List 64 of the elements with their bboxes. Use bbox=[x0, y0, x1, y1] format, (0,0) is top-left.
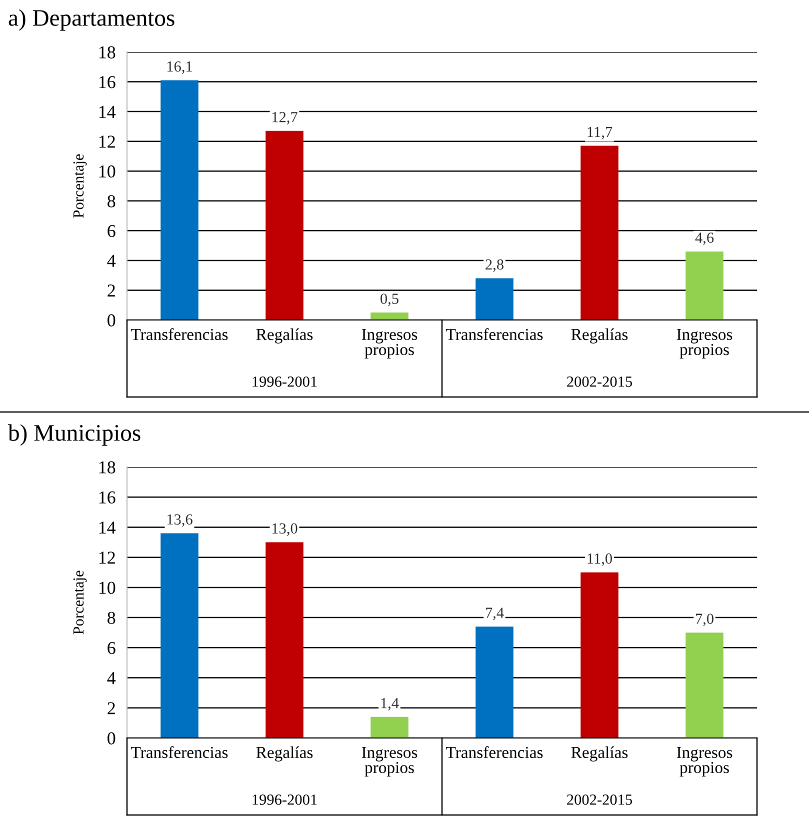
x-tick-label: Ingresos propios bbox=[676, 328, 732, 359]
bar bbox=[370, 716, 408, 738]
text: 2002-2015 bbox=[567, 376, 632, 387]
y-tick-label: 2 bbox=[108, 284, 115, 296]
text: 2002-2015 bbox=[567, 794, 632, 805]
data-label: 4,6 bbox=[695, 232, 714, 246]
data-label: 2,8 bbox=[486, 259, 504, 272]
data-label: 7,4 bbox=[486, 608, 504, 620]
bar bbox=[580, 572, 618, 738]
y-tick-label: 14 bbox=[99, 522, 116, 534]
x-tick-label: Ingresos propios bbox=[676, 746, 732, 777]
y-tick-label: 8 bbox=[108, 195, 116, 208]
data-label: 7,0 bbox=[696, 614, 714, 626]
y-axis-title: Porcentaje bbox=[73, 154, 87, 218]
x-tick-label: Transferencias bbox=[446, 328, 543, 340]
bar bbox=[686, 632, 724, 738]
y-tick-label: 4 bbox=[107, 672, 116, 684]
y-tick-label: 18 bbox=[99, 46, 116, 58]
y-tick-label: 16 bbox=[99, 491, 116, 504]
y-tick-label: 2 bbox=[108, 702, 115, 714]
x-tick-label: Transferencias bbox=[446, 746, 543, 758]
bar bbox=[266, 542, 304, 738]
y-tick-label: 10 bbox=[99, 582, 116, 594]
bar bbox=[580, 146, 618, 320]
data-label: 11,7 bbox=[588, 126, 612, 140]
y-tick-label: 6 bbox=[108, 642, 116, 654]
y-tick-label: 8 bbox=[108, 612, 116, 624]
y-tick-label: 4 bbox=[107, 254, 116, 267]
bar bbox=[370, 312, 408, 320]
bar bbox=[476, 278, 514, 320]
text: 1996-2001 bbox=[252, 376, 317, 387]
y-axis-title: Porcentaje bbox=[73, 570, 87, 634]
data-label: 12,7 bbox=[272, 112, 298, 124]
data-label: 1,4 bbox=[381, 698, 399, 710]
x-tick-label: Regalías bbox=[571, 746, 628, 762]
data-label: 11,0 bbox=[588, 553, 612, 566]
y-tick-label: 0 bbox=[108, 732, 116, 744]
y-tick-label: 18 bbox=[99, 461, 116, 474]
y-tick-label: 14 bbox=[99, 106, 116, 118]
chart-title: a) Departamentos bbox=[8, 9, 174, 31]
data-label: 13,6 bbox=[167, 514, 192, 527]
x-tick-label: Transferencias bbox=[131, 746, 228, 758]
y-tick-label: 12 bbox=[99, 552, 115, 564]
x-tick-label: Transferencias bbox=[131, 328, 228, 340]
x-tick-label: Ingresos propios bbox=[362, 328, 418, 359]
x-tick-label: Regalías bbox=[256, 328, 313, 344]
bar bbox=[160, 533, 198, 738]
y-tick-label: 10 bbox=[99, 165, 116, 178]
y-tick-label: 12 bbox=[99, 136, 115, 148]
bar bbox=[266, 130, 304, 320]
bar bbox=[476, 626, 514, 738]
bar bbox=[686, 252, 724, 320]
y-tick-label: 16 bbox=[99, 76, 116, 88]
y-tick-label: 0 bbox=[108, 314, 116, 326]
chart-title: b) Municipios bbox=[8, 424, 140, 446]
y-tick-label: 6 bbox=[108, 224, 116, 238]
data-label: 16,1 bbox=[167, 61, 192, 74]
x-tick-label: Regalías bbox=[571, 328, 628, 344]
x-tick-label: Ingresos propios bbox=[362, 746, 418, 777]
x-tick-label: Regalías bbox=[256, 746, 313, 762]
data-label: 13,0 bbox=[272, 523, 298, 536]
text: 1996-2001 bbox=[252, 794, 317, 805]
data-label: 0,5 bbox=[380, 294, 398, 306]
bar bbox=[160, 80, 198, 320]
